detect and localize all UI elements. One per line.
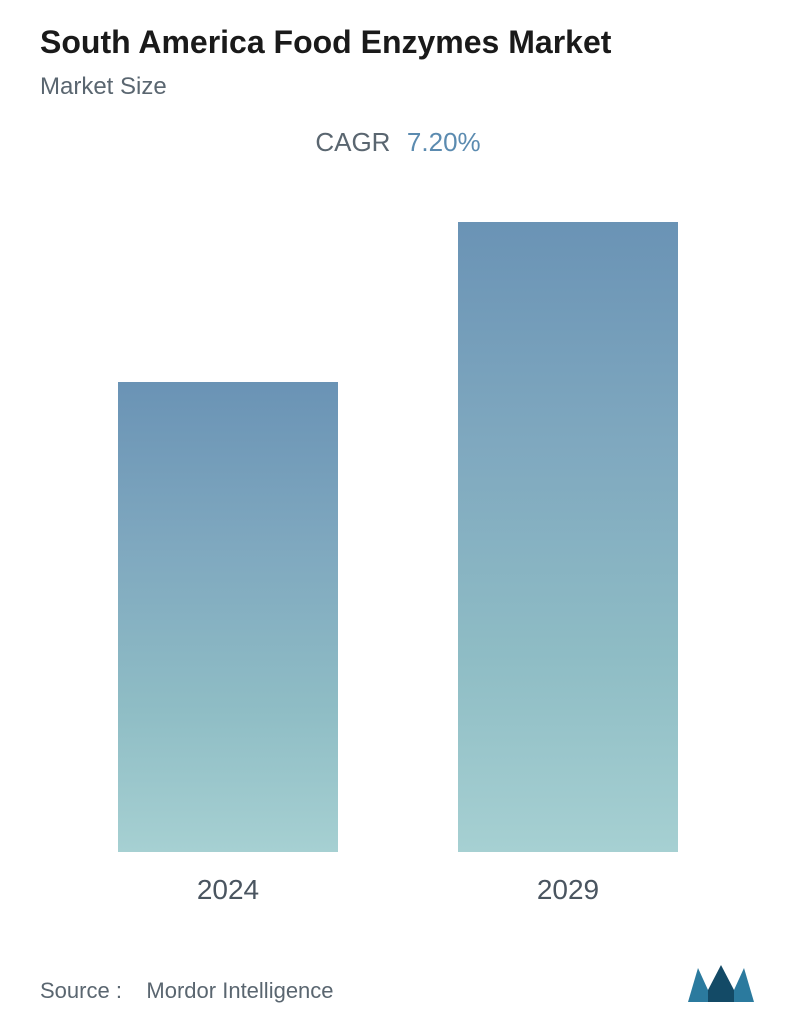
source-label: Source : <box>40 978 122 1003</box>
bar-label-2029: 2029 <box>537 874 599 906</box>
source-name: Mordor Intelligence <box>146 978 333 1003</box>
cagr-value: 7.20% <box>407 127 481 157</box>
bar-2024 <box>118 382 338 852</box>
chart-subtitle: Market Size <box>40 73 756 101</box>
cagr-label: CAGR <box>315 127 390 157</box>
cagr-row: CAGR 7.20% <box>40 127 756 158</box>
source-text: Source : Mordor Intelligence <box>40 978 334 1004</box>
footer: Source : Mordor Intelligence <box>40 946 756 1004</box>
bar-group-0: 2024 <box>118 382 338 906</box>
bar-label-2024: 2024 <box>197 874 259 906</box>
chart-title: South America Food Enzymes Market <box>40 24 756 61</box>
chart-area: 2024 2029 <box>40 218 756 926</box>
bar-group-1: 2029 <box>458 222 678 906</box>
chart-container: South America Food Enzymes Market Market… <box>0 0 796 1034</box>
mordor-logo-icon <box>686 960 756 1004</box>
bar-2029 <box>458 222 678 852</box>
